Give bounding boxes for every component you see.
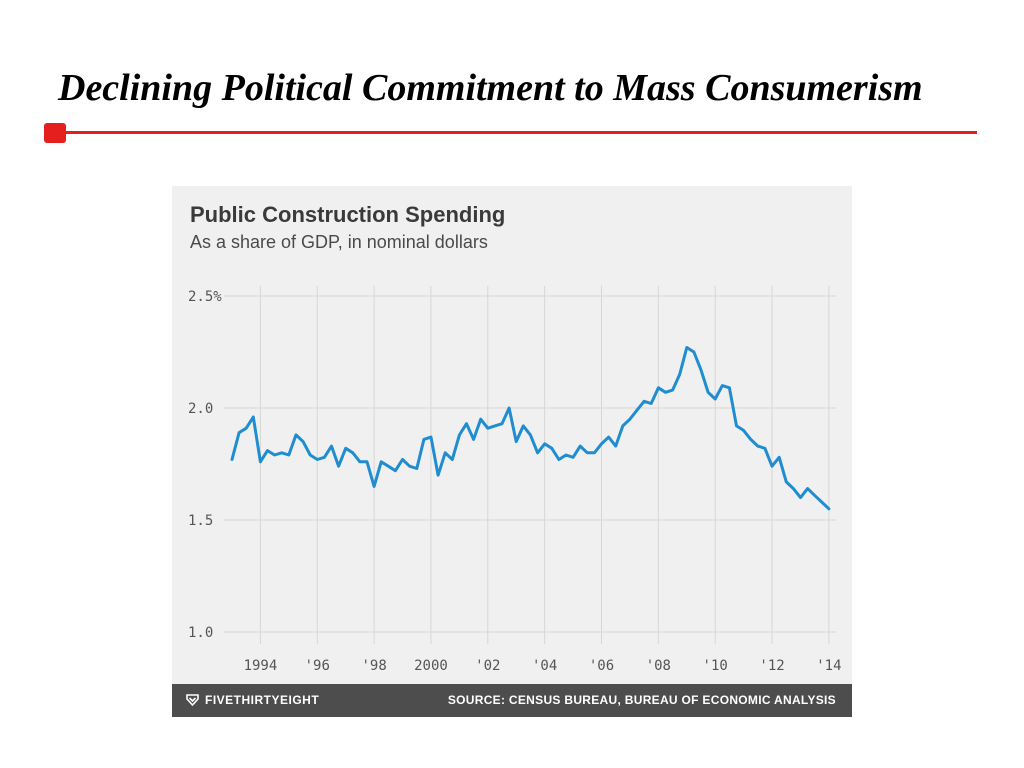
chart-subtitle: As a share of GDP, in nominal dollars (190, 232, 488, 252)
chart-footer: FIVETHIRTYEIGHT SOURCE: CENSUS BUREAU, B… (172, 684, 852, 717)
brand: FIVETHIRTYEIGHT (186, 693, 319, 707)
x-tick-label: '08 (646, 658, 671, 674)
x-tick-label: '10 (703, 658, 728, 674)
x-tick-label: '98 (361, 658, 386, 674)
y-tick-label: 2.0 (188, 401, 213, 417)
y-tick-label: 2.5% (188, 289, 222, 305)
y-tick-label: 1.5 (188, 513, 213, 529)
x-tick-label: '04 (532, 658, 557, 674)
chart-card: 1994 '96 '98 2000 '02 '04 '06 '08 '10 '12 '14 2.5% 2… (172, 186, 852, 717)
title-marker-square (44, 123, 66, 143)
chart-title: Public Construction Spending (190, 202, 506, 227)
brand-name: FIVETHIRTYEIGHT (205, 693, 320, 707)
series-line (230, 346, 831, 511)
x-tick-label: 2000 (414, 658, 448, 674)
fivethirtyeight-logo-icon (186, 694, 199, 706)
x-tick-label: '14 (816, 658, 841, 674)
x-tick-label: '12 (759, 658, 784, 674)
chart-source: SOURCE: CENSUS BUREAU, BUREAU OF ECONOMI… (447, 693, 836, 707)
x-tick-label: '06 (589, 658, 614, 674)
chart-plot: 1994 '96 '98 2000 '02 '04 '06 '08 '10 '12 '14 2.5% 2… (188, 286, 842, 674)
x-tick-label: '96 (305, 658, 330, 674)
title-underline (50, 131, 977, 134)
x-tick-label: '02 (475, 658, 500, 674)
x-tick-label: 1994 (244, 658, 278, 674)
y-tick-label: 1.0 (188, 625, 213, 641)
slide-title: Declining Political Commitment to Mass C… (58, 67, 923, 109)
